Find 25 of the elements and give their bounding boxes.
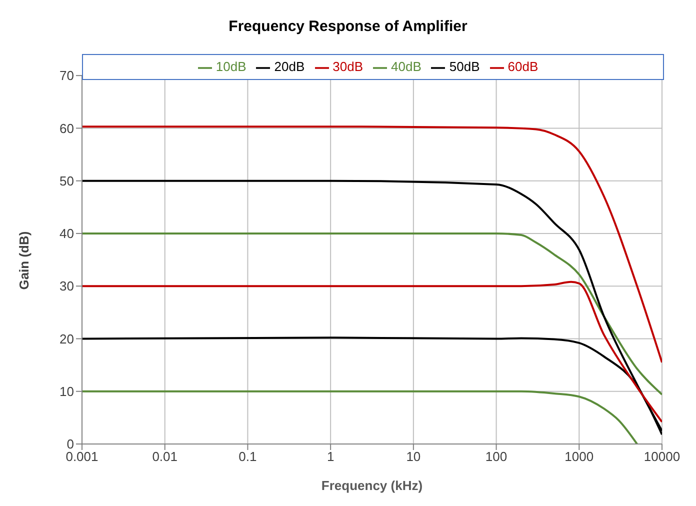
legend-label: 60dB: [508, 59, 538, 74]
legend-label: 20dB: [274, 59, 305, 74]
x-tick-label: 1: [326, 449, 334, 464]
x-tick-label: 100: [485, 449, 508, 464]
y-tick-label: 30: [60, 278, 74, 294]
x-tick-label: 1000: [564, 449, 594, 464]
x-tick-label: 10: [406, 449, 421, 464]
x-tick-label: 0.001: [66, 449, 98, 464]
x-tick-label: 0.01: [152, 449, 178, 464]
y-tick-label: 10: [60, 384, 74, 399]
x-tick-label: 0.1: [238, 449, 257, 464]
y-tick-label: 50: [60, 173, 74, 188]
y-tick-label: 20: [60, 331, 74, 346]
x-axis-title: Frequency (kHz): [321, 478, 423, 493]
y-tick-label: 70: [60, 68, 74, 84]
x-tick-label: 10000: [644, 449, 680, 464]
legend-label: 30dB: [332, 59, 363, 74]
y-tick-label: 40: [60, 226, 74, 242]
y-axis-title: Gain (dB): [16, 231, 32, 290]
y-tick-label: 60: [60, 120, 74, 136]
y-tick-label: 0: [66, 436, 74, 452]
legend-label: 50dB: [449, 59, 480, 74]
chart-title: Frequency Response of Amplifier: [228, 17, 468, 37]
legend-label: 10dB: [216, 59, 246, 74]
legend-label: 40dB: [391, 59, 422, 74]
